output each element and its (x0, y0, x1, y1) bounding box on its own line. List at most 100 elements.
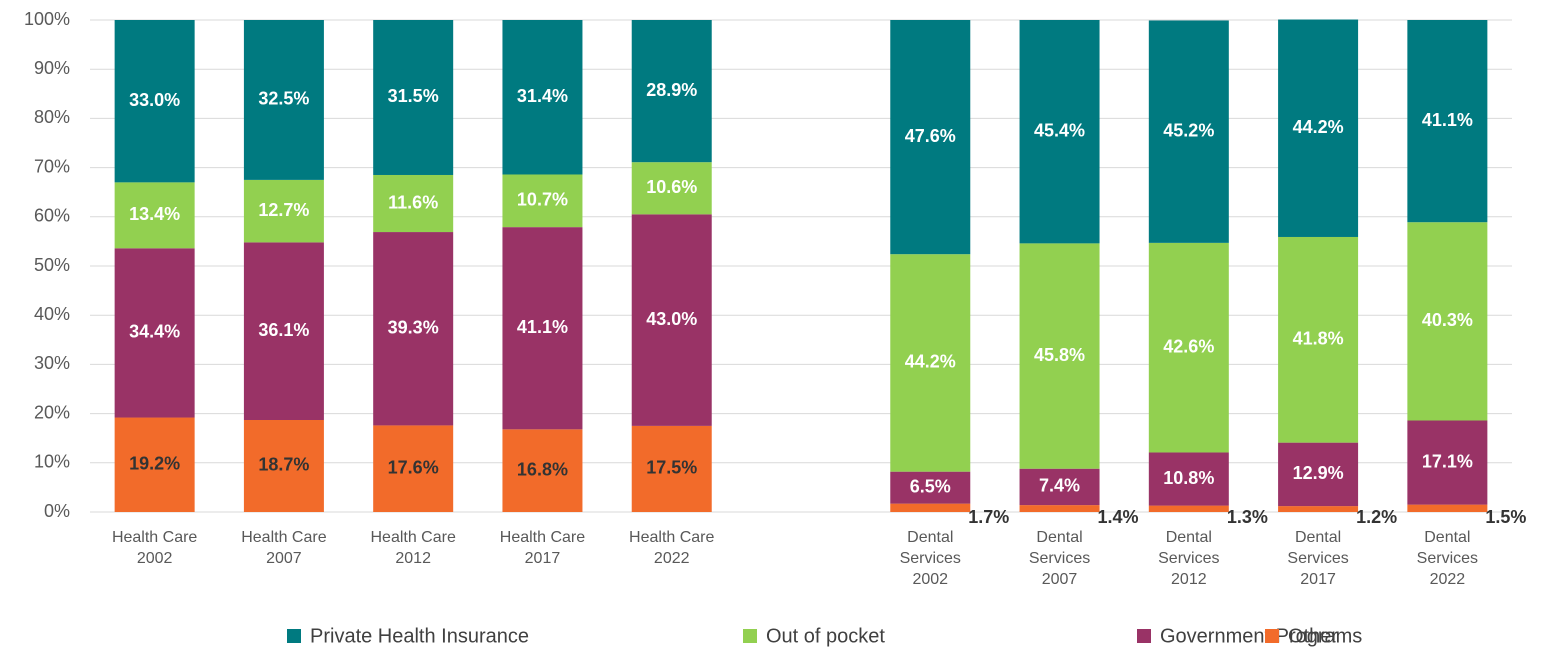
x-tick-label: Dental (1295, 529, 1341, 546)
bar-segment (631, 20, 712, 163)
x-tick-label: 2012 (395, 550, 431, 567)
bar-segment (890, 503, 971, 512)
x-tick-label: 2022 (654, 550, 690, 567)
x-tick-label: Services (1029, 550, 1090, 567)
x-tick-label: Services (900, 550, 961, 567)
x-tick-label: Dental (1424, 529, 1470, 546)
data-label: 12.7% (258, 200, 309, 220)
y-tick-label: 10% (34, 452, 70, 472)
bar-segment (243, 179, 324, 243)
x-tick-label: Dental (1036, 529, 1082, 546)
data-label: 45.8% (1034, 345, 1085, 365)
bar-segment (373, 174, 454, 233)
x-tick-label: Services (1158, 550, 1219, 567)
data-label: 10.6% (646, 177, 697, 197)
bar-segment (114, 248, 195, 418)
bar-segment (1148, 242, 1229, 453)
bar-segment (890, 254, 971, 472)
data-label: 10.8% (1163, 468, 1214, 488)
bar-segment (1019, 20, 1100, 244)
x-tick-label: 2017 (525, 550, 561, 567)
legend-label: Out of pocket (766, 625, 885, 647)
data-label: 1.2% (1356, 507, 1397, 527)
x-tick-label: Health Care (500, 529, 585, 546)
y-tick-label: 70% (34, 156, 70, 176)
y-tick-label: 80% (34, 107, 70, 127)
legend-swatch (287, 629, 301, 643)
y-tick-label: 100% (24, 9, 70, 29)
data-label: 33.0% (129, 90, 180, 110)
bar-segment (114, 20, 195, 183)
bar-segment (373, 232, 454, 426)
data-label: 11.6% (388, 192, 438, 212)
bar-segment (890, 20, 971, 255)
bar-segment (1019, 468, 1100, 506)
bar-segment (1407, 420, 1488, 505)
bar-segment (243, 20, 324, 180)
data-label: 10.7% (517, 190, 568, 210)
data-label: 1.5% (1485, 507, 1526, 527)
x-tick-label: Health Care (370, 529, 455, 546)
data-label: 32.5% (258, 89, 309, 109)
bar-segment (114, 417, 195, 512)
legend-label: Other (1288, 625, 1338, 647)
bar-segment (502, 429, 583, 512)
x-tick-label: 2022 (1430, 571, 1466, 588)
bar-segment (373, 425, 454, 512)
bar-segment (1407, 20, 1488, 223)
data-label: 31.5% (388, 86, 439, 106)
data-label: 41.1% (1422, 110, 1473, 130)
bar-segment (1148, 452, 1229, 506)
data-label: 7.4% (1039, 476, 1080, 496)
x-tick-label: 2007 (266, 550, 302, 567)
legend-swatch (1137, 629, 1151, 643)
data-label: 28.9% (646, 80, 697, 100)
data-label: 41.8% (1293, 329, 1344, 349)
data-label: 43.0% (646, 309, 697, 329)
x-tick-label: 2002 (137, 550, 173, 567)
legend-swatch (743, 629, 757, 643)
data-label: 34.4% (129, 322, 180, 342)
y-tick-label: 20% (34, 402, 70, 422)
legend-label: Government Programs (1160, 625, 1362, 647)
y-tick-label: 0% (44, 501, 70, 521)
data-label: 44.2% (905, 352, 956, 372)
bar-segment (631, 162, 712, 215)
x-tick-label: Services (1287, 550, 1348, 567)
y-tick-label: 50% (34, 255, 70, 275)
legend-label: Private Health Insurance (310, 625, 529, 647)
data-label: 45.2% (1163, 120, 1214, 140)
bar-segment (1278, 506, 1359, 512)
bar-segment (502, 227, 583, 430)
bar-segment (1407, 504, 1488, 512)
bar-segment (114, 182, 195, 249)
data-label: 1.4% (1098, 507, 1139, 527)
data-label: 12.9% (1293, 463, 1344, 483)
x-tick-label: 2012 (1171, 571, 1207, 588)
data-label: 44.2% (1293, 117, 1344, 137)
bar-segment (243, 242, 324, 420)
data-label: 42.6% (1163, 336, 1214, 356)
x-tick-label: Health Care (241, 529, 326, 546)
data-label: 41.1% (517, 317, 568, 337)
data-label: 36.1% (258, 320, 309, 340)
bar-segment (631, 425, 712, 512)
data-label: 31.4% (517, 86, 568, 106)
bar-segment (502, 174, 583, 228)
x-tick-label: 2017 (1300, 571, 1336, 588)
bar-segment (243, 419, 324, 512)
bar-segment (1019, 505, 1100, 512)
bar-segment (1278, 442, 1359, 507)
data-label: 1.7% (968, 507, 1009, 527)
data-label: 13.4% (129, 204, 180, 224)
bar-segment (890, 471, 971, 504)
bar-segment (373, 20, 454, 175)
data-label: 17.6% (388, 457, 439, 477)
y-tick-label: 60% (34, 206, 70, 226)
data-label: 17.5% (646, 458, 697, 478)
data-label: 40.3% (1422, 310, 1473, 330)
data-label: 47.6% (905, 126, 956, 146)
x-tick-label: Dental (1166, 529, 1212, 546)
data-label: 17.1% (1422, 451, 1473, 471)
